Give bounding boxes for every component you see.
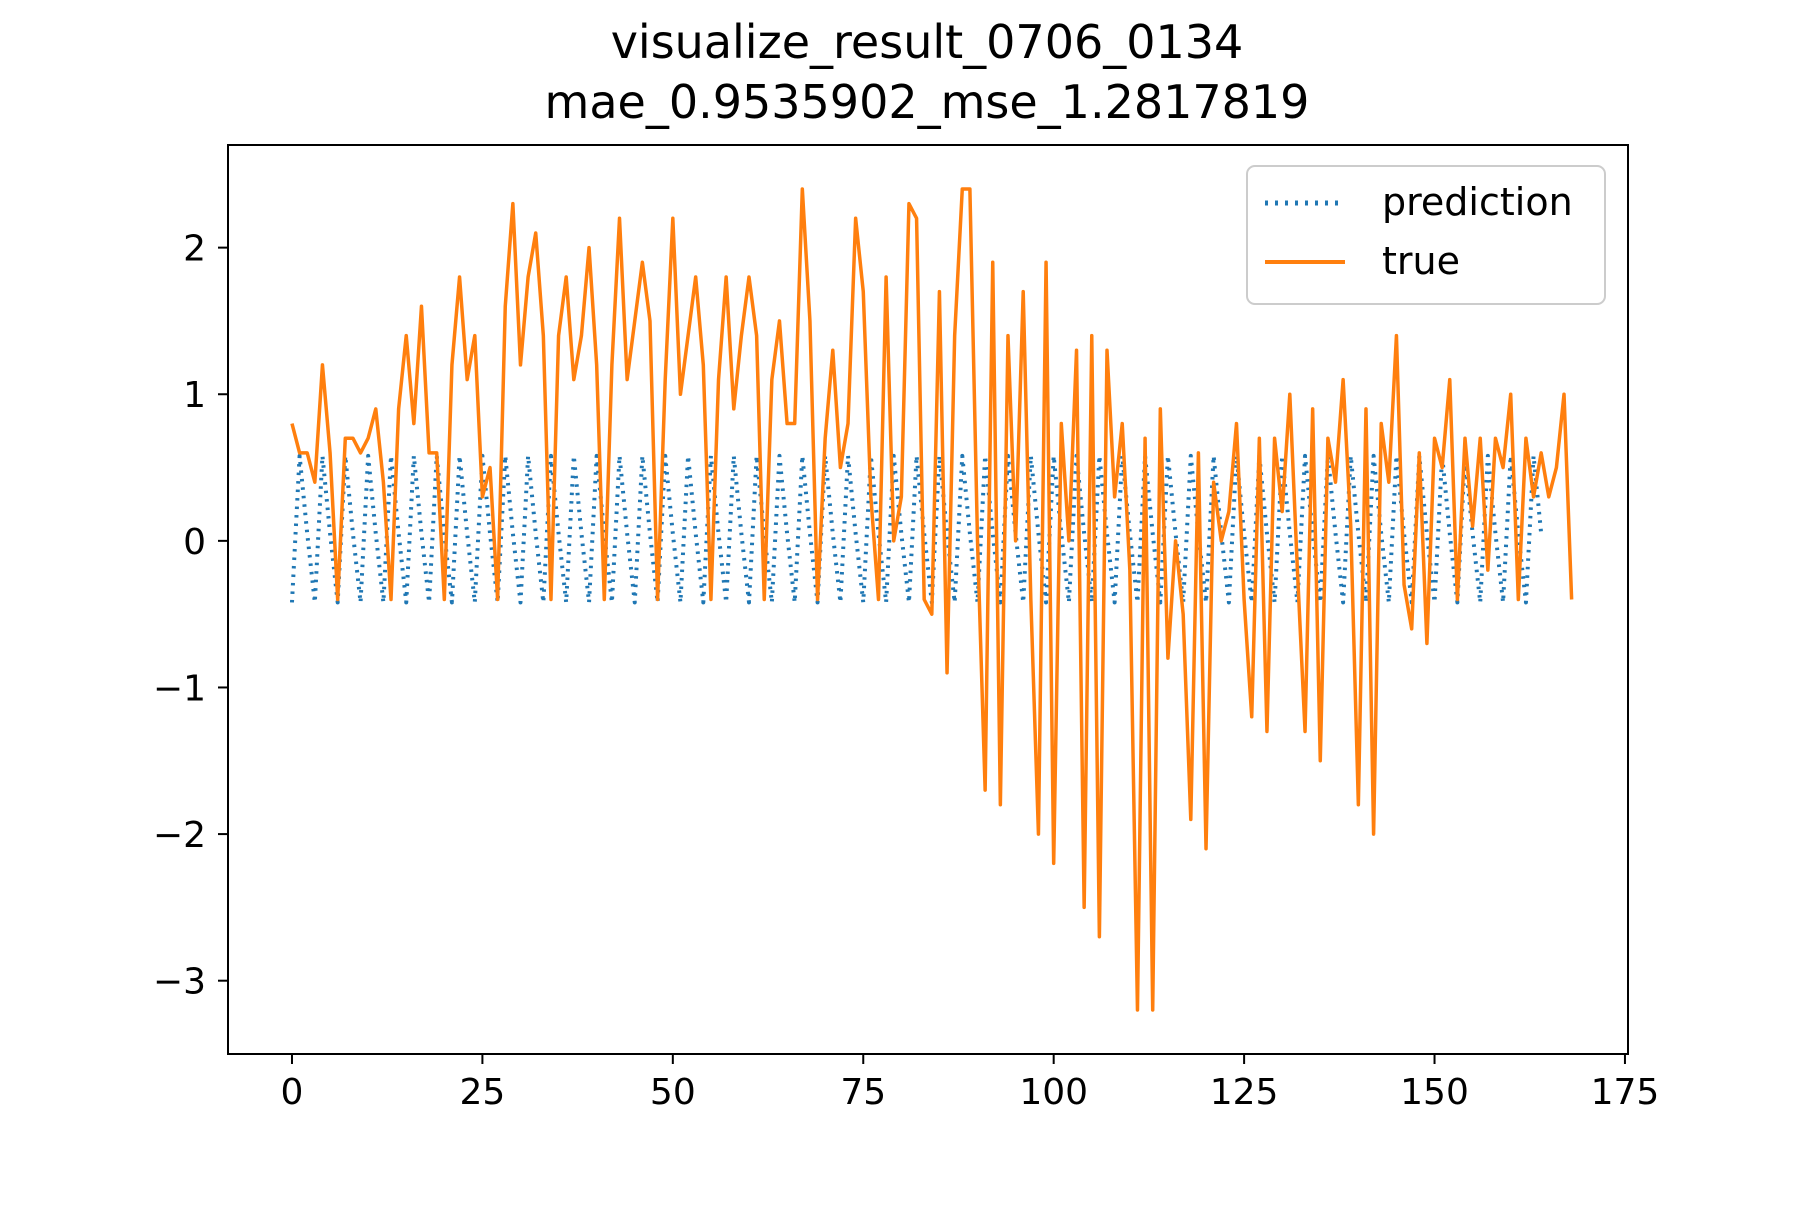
x-tick-label: 150 [1400, 1072, 1469, 1113]
y-tick-label: 0 [183, 522, 206, 563]
plot-area [289, 187, 1574, 1012]
x-tick-label: 100 [1019, 1072, 1088, 1113]
chart-subtitle: mae_0.9535902_mse_1.2817819 [545, 75, 1310, 129]
y-tick-label: −3 [153, 962, 206, 1003]
x-tick-label: 125 [1210, 1072, 1279, 1113]
x-tick-label: 50 [650, 1072, 696, 1113]
x-tick-label: 75 [840, 1072, 886, 1113]
x-tick-label: 175 [1591, 1072, 1660, 1113]
axis-ticks: 0 25 50 75 100 125 150 175 2 1 0 −1 −2 −3 [153, 229, 1659, 1113]
chart-title: visualize_result_0706_0134 [611, 15, 1244, 69]
y-tick-label: 1 [183, 375, 206, 416]
x-tick-label: 0 [281, 1072, 304, 1113]
x-tick-label: 25 [460, 1072, 506, 1113]
legend-true-label: true [1382, 239, 1460, 283]
y-tick-label: −1 [153, 668, 206, 709]
y-tick-label: −2 [153, 815, 206, 856]
plot-frame [227, 144, 1629, 1055]
y-tick-label: 2 [183, 229, 206, 270]
legend: prediction true [1246, 165, 1606, 305]
legend-prediction-label: prediction [1382, 180, 1573, 224]
series-line-true [290, 187, 1574, 1012]
